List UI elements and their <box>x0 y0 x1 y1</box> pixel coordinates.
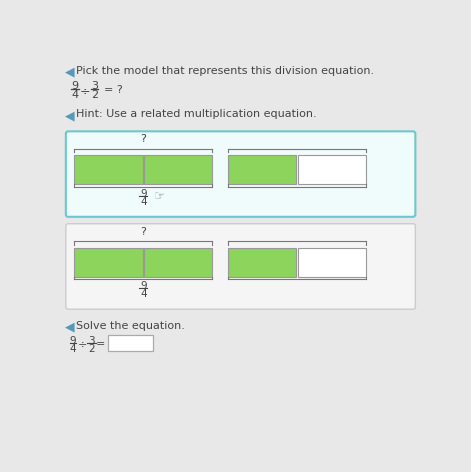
Text: 4: 4 <box>72 90 79 100</box>
Text: 3: 3 <box>91 81 98 91</box>
FancyBboxPatch shape <box>66 224 415 309</box>
Text: ☞: ☞ <box>154 190 165 203</box>
Bar <box>74 155 143 185</box>
Text: 4: 4 <box>140 197 146 207</box>
Text: 2: 2 <box>91 90 98 100</box>
Text: Hint: Use a related multiplication equation.: Hint: Use a related multiplication equat… <box>76 109 317 119</box>
Text: = ?: = ? <box>104 85 122 95</box>
Text: 9: 9 <box>72 81 79 91</box>
Bar <box>74 248 143 277</box>
Text: ?: ? <box>140 135 146 144</box>
Text: 3: 3 <box>88 336 95 346</box>
Bar <box>228 248 296 277</box>
Text: Solve the equation.: Solve the equation. <box>76 321 185 331</box>
Text: Pick the model that represents this division equation.: Pick the model that represents this divi… <box>76 66 374 76</box>
Text: =: = <box>96 339 106 349</box>
Text: 4: 4 <box>70 344 76 354</box>
Text: 9: 9 <box>140 281 146 292</box>
Text: 2: 2 <box>88 344 95 354</box>
FancyBboxPatch shape <box>66 131 415 217</box>
Bar <box>144 248 212 277</box>
Bar <box>108 336 154 351</box>
Text: ◀︎: ◀︎ <box>65 66 75 79</box>
Bar <box>228 155 296 185</box>
Text: 4: 4 <box>140 289 146 299</box>
Text: ?: ? <box>140 227 146 237</box>
Text: 9: 9 <box>70 336 76 346</box>
Bar <box>298 248 366 277</box>
Text: ◀︎: ◀︎ <box>65 109 75 122</box>
Text: ÷: ÷ <box>77 339 87 349</box>
Text: ÷: ÷ <box>80 85 90 98</box>
Bar <box>144 155 212 185</box>
Text: ◀︎: ◀︎ <box>65 321 75 334</box>
Text: 9: 9 <box>140 189 146 199</box>
Bar <box>298 155 366 185</box>
